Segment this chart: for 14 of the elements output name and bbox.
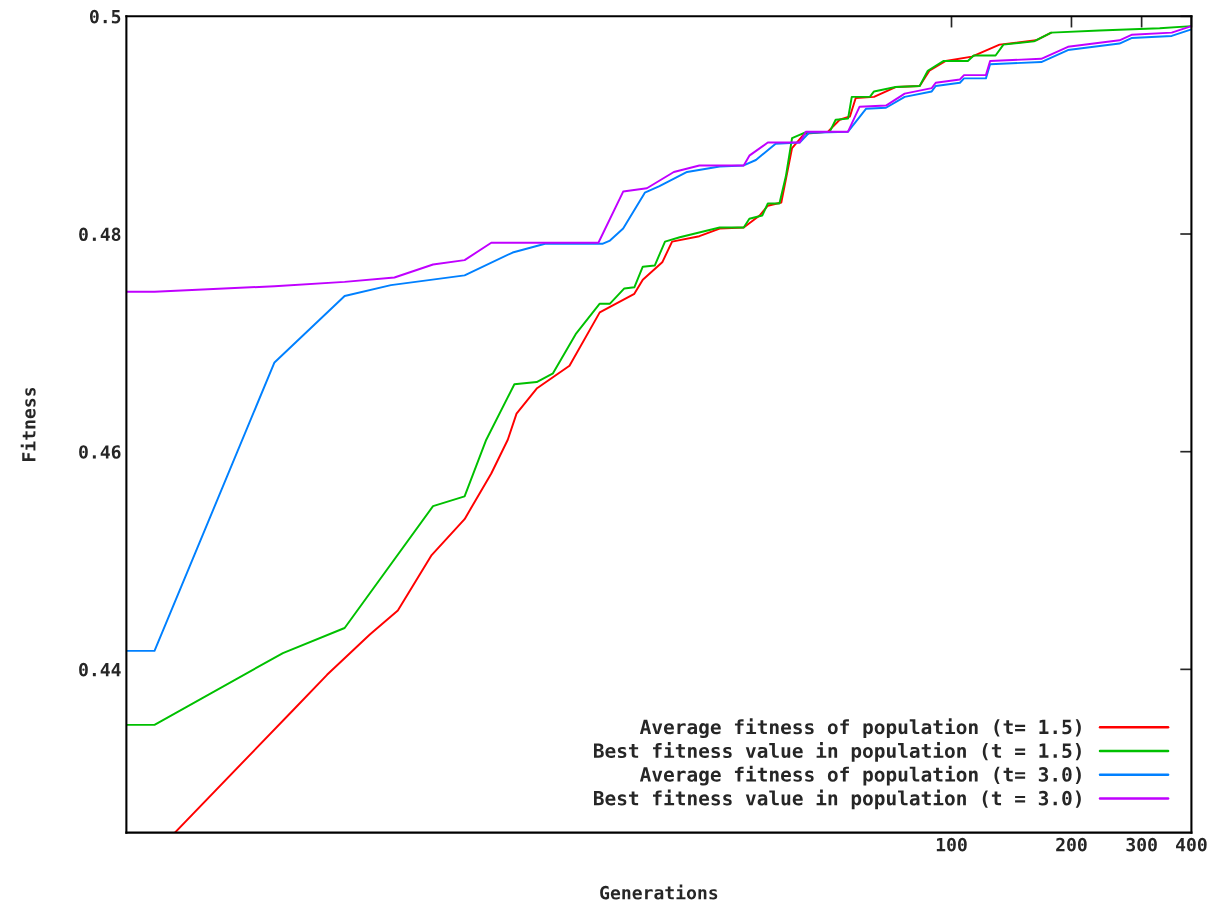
x-tick-label: 300 [1126, 837, 1157, 852]
legend-label: Best fitness value in population (t = 3.0) [594, 789, 1081, 810]
x-tick-label: 200 [1056, 837, 1087, 852]
y-tick-label: 0.5 [89, 9, 121, 24]
x-tick-label: 100 [936, 837, 967, 852]
y-tick-label: 0.48 [79, 227, 121, 242]
legend-label: Average fitness of population (t= 3.0) [639, 765, 1081, 786]
legend-label: Best fitness value in population (t = 1.5) [594, 741, 1081, 762]
y-axis-title: Fitness [20, 387, 36, 461]
x-axis-title: Generations [600, 884, 718, 900]
legend-label: Average fitness of population (t= 1.5) [639, 718, 1081, 739]
y-tick-label: 0.46 [79, 445, 121, 459]
x-tick-label: 400 [1176, 837, 1207, 852]
y-tick-label: 0.44 [79, 662, 121, 677]
